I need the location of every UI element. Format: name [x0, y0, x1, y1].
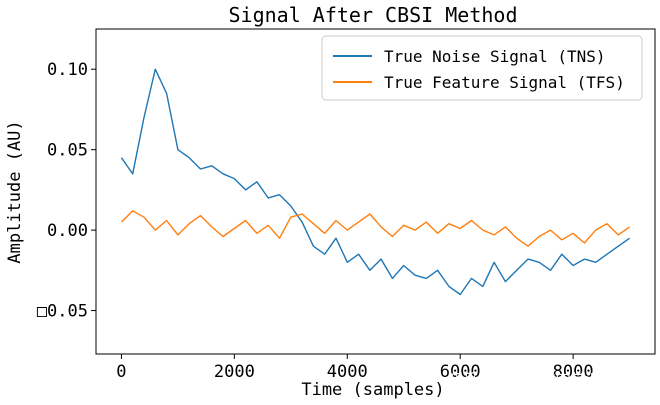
- y-tick-label: 0.05: [47, 141, 88, 161]
- x-tick-label: 2000: [214, 362, 255, 382]
- legend-items: True Noise Signal (TNS) True Feature Sign…: [333, 47, 625, 92]
- legend-label: True Noise Signal (TNS): [384, 47, 606, 66]
- x-axis: 0 2000 4000 6000 8000: [116, 354, 594, 382]
- series-line-tfs: [120, 210, 631, 247]
- legend-box: [321, 35, 643, 101]
- x-tick-label: 0: [116, 362, 126, 382]
- plot-area: [95, 28, 656, 355]
- series-layer: [120, 68, 631, 296]
- y-axis-title: Amplitude (AU): [5, 120, 25, 263]
- y-tick-label: 0.00: [47, 221, 88, 241]
- x-axis-title: Time (samples): [301, 380, 444, 400]
- legend-label: True Feature Signal (TFS): [384, 73, 625, 92]
- watermark-text: 知乎 @哥廷根数学学派: [448, 371, 601, 388]
- legend: True Noise Signal (TNS) True Feature Sign…: [321, 35, 643, 101]
- series-line-tns: [120, 68, 631, 296]
- y-tick-label: 0.10: [47, 60, 88, 80]
- y-tick-label: □0.05: [37, 302, 88, 322]
- x-tick-label: 4000: [327, 362, 368, 382]
- plot-frame: [95, 28, 656, 355]
- x-tick-label: 6000: [440, 362, 481, 382]
- x-tick-label: 8000: [553, 362, 594, 382]
- y-axis: 0.10 0.05 0.00 □0.05: [37, 60, 96, 322]
- chart-title: Signal After CBSI Method: [229, 3, 518, 27]
